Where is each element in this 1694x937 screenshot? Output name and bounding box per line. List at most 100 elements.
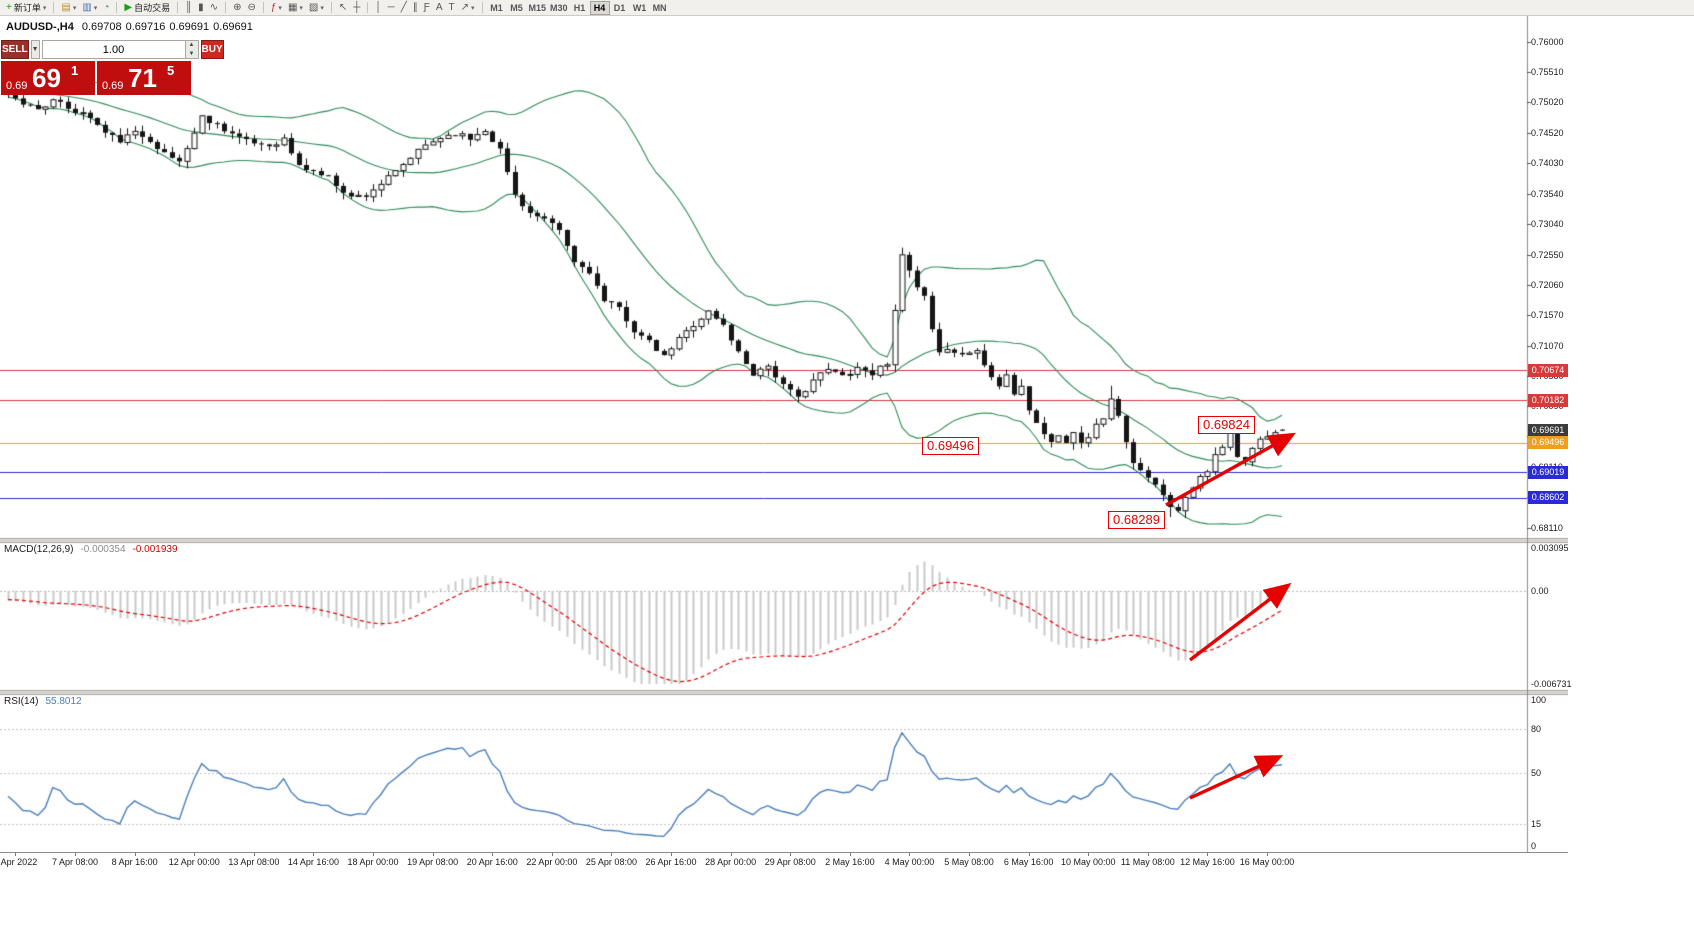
price-tag-0.69019[interactable]: 0.69019 (1528, 465, 1568, 479)
market-watch-button[interactable]: ◔ (100, 1, 112, 15)
auto-trading-button[interactable]: ▶ 自动交易 (121, 1, 173, 15)
zoom-in-icon: ⊕ (233, 1, 242, 13)
price-tag-0.70182[interactable]: 0.70182 (1528, 393, 1568, 407)
time-axis-label: 26 Apr 16:00 (645, 857, 697, 867)
time-axis-label: 2 May 16:00 (825, 857, 875, 867)
timeframe-m15-button[interactable]: M15 (528, 2, 547, 13)
time-axis-label: 10 May 00:00 (1060, 857, 1116, 867)
macd-signal-value: -0.001939 (132, 544, 178, 555)
time-axis-label: 20 Apr 16:00 (466, 857, 518, 867)
bar-chart-icon: ║ (185, 1, 193, 13)
low-value: 0.69691 (169, 21, 210, 33)
periods-icon: ▦ (287, 1, 298, 13)
high-value: 0.69716 (125, 21, 166, 33)
time-axis-label: 28 Apr 00:00 (705, 857, 757, 867)
ask-prefix: 0.69 (102, 80, 124, 92)
periods-button[interactable]: ▦ ▾ (285, 1, 306, 15)
new-order-button[interactable]: + 新订单 ▾ (3, 1, 49, 15)
timeframe-m5-button[interactable]: M5 (510, 2, 523, 13)
time-axis-label: 12 May 16:00 (1180, 857, 1235, 867)
time-axis-tickmark (1028, 853, 1030, 856)
arrows-icon: ↗ (460, 1, 470, 13)
ask-price-box[interactable]: 0.69 71 5 (97, 61, 191, 95)
text-label-button[interactable]: T (446, 1, 458, 15)
toolbar-separator (481, 2, 483, 13)
timeframe-m30-button[interactable]: M30 (550, 2, 568, 13)
volume-input[interactable] (42, 41, 185, 58)
timeframe-h1-button[interactable]: H1 (573, 2, 586, 13)
time-axis-label: 6 May 16:00 (1003, 857, 1054, 867)
spinner-down-icon[interactable]: ▼ (184, 49, 198, 58)
bid-big-digits: 69 (32, 63, 61, 93)
price-tag-0.69691[interactable]: 0.69691 (1528, 424, 1568, 438)
open-value: 0.69708 (81, 21, 122, 33)
trendline-button[interactable]: ╱ (398, 1, 410, 15)
crosshair-button[interactable]: ┼ (350, 1, 363, 15)
cursor-button[interactable]: ↖ (336, 1, 350, 15)
chart-region: AUDUSD-,H4 0.69708 0.69716 0.69691 0.69691 S… (0, 16, 1694, 937)
zoom-out-icon: ⊖ (247, 1, 256, 13)
arrows-button[interactable]: ↗ ▾ (458, 1, 478, 15)
vertical-line-button[interactable]: │ (372, 1, 384, 15)
line-chart-button[interactable]: ∿ (207, 1, 221, 15)
toolbar-separator (262, 2, 264, 13)
time-axis-tickmark (373, 853, 375, 856)
new-chart-button[interactable]: ▤ ▾ (58, 1, 79, 15)
trendline-icon: ╱ (400, 1, 407, 13)
price-tag-0.70674[interactable]: 0.70674 (1528, 363, 1568, 377)
equidistant-channel-button[interactable]: ∥ (410, 1, 421, 15)
profiles-button[interactable]: ▥ ▾ (79, 1, 100, 15)
toolbar-separator (53, 2, 55, 13)
dropdown-caret-icon: ▾ (299, 4, 303, 12)
templates-button[interactable]: ▧ ▾ (306, 1, 327, 15)
spinner-up-icon[interactable]: ▲ (184, 41, 198, 50)
candlestick-chart-button[interactable]: ▮ (195, 1, 207, 15)
time-axis-label: 5 May 08:00 (944, 857, 994, 867)
zoom-in-button[interactable]: ⊕ (230, 1, 244, 15)
time-axis[interactable]: 7 Apr 2022 7 Apr 08:00 8 Apr 16:00 12 Apr 0… (0, 852, 1568, 870)
templates-icon: ▧ (308, 1, 319, 13)
macd-name: MACD(12,26,9) (4, 544, 74, 555)
volume-preset-dropdown[interactable]: ▼ (30, 40, 40, 59)
horizontal-line-icon: ─ (387, 1, 395, 13)
timeframe-h4-button[interactable]: H4 (589, 0, 610, 15)
time-axis-tickmark (611, 853, 613, 856)
symbol-period-label: AUDUSD-,H4 (6, 21, 74, 33)
indicators-button[interactable]: ƒ ▾ (268, 1, 285, 15)
fibonacci-retracement-button[interactable]: Ƒ (421, 1, 433, 15)
time-axis-label: 16 May 00:00 (1239, 857, 1295, 867)
text-icon: A (435, 1, 443, 13)
toolbar-separator (367, 2, 369, 13)
time-axis-label: 13 Apr 08:00 (228, 857, 280, 867)
zoom-out-button[interactable]: ⊖ (244, 1, 258, 15)
price-tag-0.69496[interactable]: 0.69496 (1528, 436, 1568, 450)
buy-button[interactable]: BUY (200, 40, 224, 59)
candlestick-chart-icon: ▮ (198, 1, 204, 13)
main-toolbar: + 新订单 ▾ ▤ ▾ ▥ ▾ ◔ ▶ 自动交易 ║ ▮ ∿ ⊕ ⊖ ƒ ▾ ▦ ▾ ▧ ▾ ↖ ┼ │ ─ ╱ ∥ Ƒ A T ↗ ▾ M1 M… (0, 0, 1694, 16)
text-button[interactable]: A (433, 1, 446, 15)
profiles-icon: ▥ (82, 1, 92, 13)
time-axis-label: 18 Apr 00:00 (347, 857, 399, 867)
timeframe-m1-button[interactable]: M1 (490, 2, 503, 13)
fibonacci-retracement-icon: Ƒ (423, 1, 430, 13)
price-annotation[interactable]: 0.68289 (1108, 511, 1165, 529)
bid-price-box[interactable]: 0.69 69 1 (1, 61, 95, 95)
timeframe-d1-button[interactable]: D1 (613, 2, 626, 13)
time-axis-tickmark (671, 853, 673, 856)
close-value: 0.69691 (213, 21, 253, 33)
crosshair-icon: ┼ (353, 1, 361, 13)
toolbar-separator (330, 2, 332, 13)
timeframe-mn-button[interactable]: MN (652, 2, 667, 13)
price-chart-canvas[interactable] (0, 16, 1568, 852)
timeframe-w1-button[interactable]: W1 (632, 2, 647, 13)
sell-button[interactable]: SELL (1, 40, 29, 59)
price-annotation[interactable]: 0.69496 (922, 437, 979, 455)
time-axis-tickmark (194, 853, 196, 856)
bar-chart-button[interactable]: ║ (182, 1, 195, 15)
horizontal-line-button[interactable]: ─ (385, 1, 398, 15)
price-annotation[interactable]: 0.69824 (1198, 416, 1255, 434)
dropdown-caret-icon: ▾ (320, 4, 324, 12)
one-click-trading-panel: SELL ▼ ▲▼ BUY 0.69 69 1 0.69 71 5 (1, 40, 224, 95)
price-tag-0.68602[interactable]: 0.68602 (1528, 491, 1568, 505)
vol...[interactable]: ▲ ▼ (184, 41, 198, 58)
